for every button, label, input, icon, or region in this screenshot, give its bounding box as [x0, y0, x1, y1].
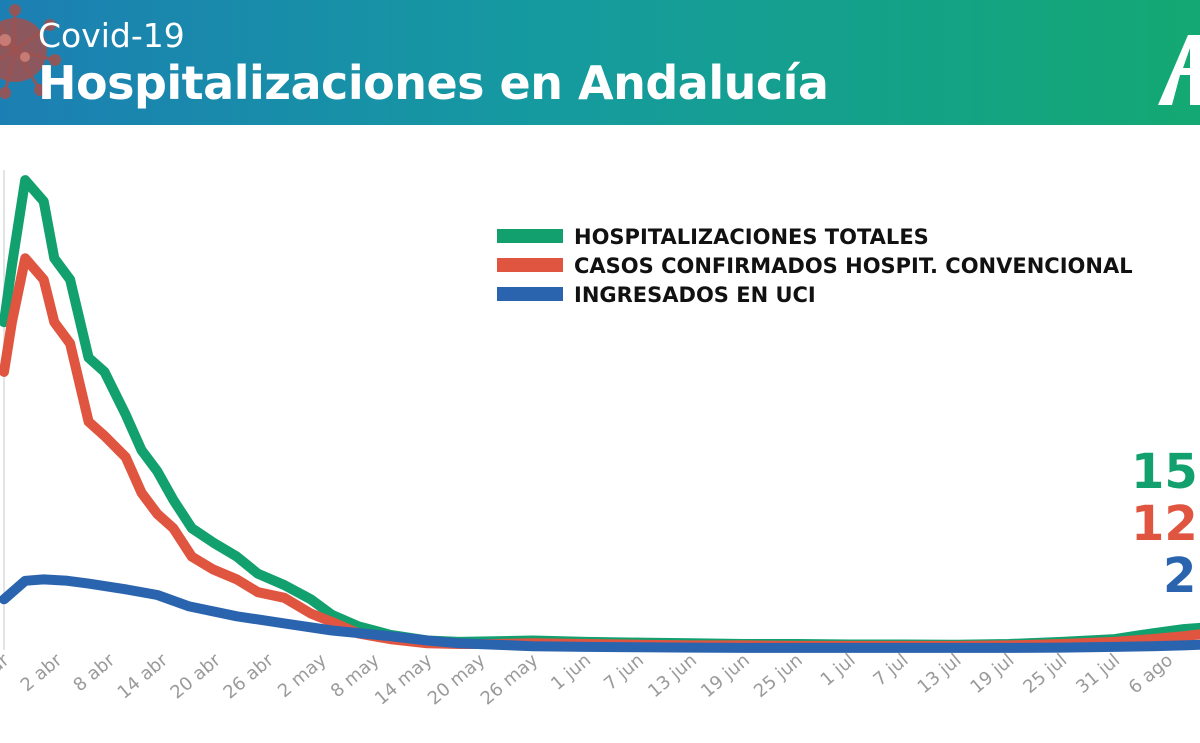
x-tick-label: 1 jun: [547, 650, 595, 695]
series-line-1: [0, 253, 1200, 651]
x-tick-label: ar: [0, 649, 14, 677]
end-label-total: 15: [1131, 444, 1198, 500]
end-label-uci: 2: [1163, 548, 1196, 604]
x-tick-label: 2 may: [274, 650, 331, 703]
x-tick-label: 20 abr: [167, 649, 226, 703]
x-tick-label: 8 abr: [69, 649, 119, 696]
x-tick-label: 13 jul: [914, 650, 966, 698]
chart-title: Hospitalizaciones en Andalucía: [38, 56, 829, 110]
x-tick-label: 14: [1199, 650, 1200, 681]
legend-swatch-convencional: [497, 258, 563, 272]
legend-swatch-uci: [497, 287, 563, 301]
x-tick-label: 19 jul: [966, 650, 1018, 698]
junta-andalucia-logo-icon: [1158, 35, 1200, 105]
series-layer: [0, 175, 1200, 653]
x-tick-label: 1 jul: [817, 650, 860, 691]
end-label-convencional: 12: [1131, 496, 1198, 552]
x-tick-label: 31 jul: [1072, 650, 1124, 698]
x-tick-label: 25 jul: [1019, 650, 1071, 698]
x-tick-label: 26 abr: [219, 649, 278, 703]
legend: HOSPITALIZACIONES TOTALES CASOS CONFIRMA…: [497, 225, 1133, 307]
legend-label-convencional: CASOS CONFIRMADOS HOSPIT. CONVENCIONAL: [574, 254, 1133, 278]
x-tick-label: 14 abr: [114, 649, 173, 703]
x-tick-label: 19 jun: [697, 650, 754, 702]
x-tick-label: 26 may: [477, 650, 543, 710]
x-tick-label: 6 ago: [1125, 650, 1177, 699]
legend-label-uci: INGRESADOS EN UCI: [574, 283, 816, 307]
series-line-0: [0, 175, 1200, 650]
coronavirus-icon: [0, 4, 61, 99]
x-tick-label: 7 jun: [600, 650, 648, 695]
x-tick-label: 2 abr: [17, 649, 67, 696]
x-tick-label: 7 jul: [869, 650, 912, 691]
legend-label-total: HOSPITALIZACIONES TOTALES: [574, 225, 929, 249]
chart-subtitle: Covid-19: [38, 16, 185, 55]
x-tick-label: 20 may: [424, 650, 490, 710]
header-banner: Covid-19 Hospitalizaciones en Andalucía: [0, 0, 1200, 125]
x-tick-label: 25 jun: [750, 650, 807, 702]
x-tick-label: 14 may: [371, 650, 437, 710]
series-line-2: [0, 574, 1200, 653]
legend-swatch-total: [497, 229, 563, 243]
x-tick-label: 13 jun: [644, 650, 701, 702]
